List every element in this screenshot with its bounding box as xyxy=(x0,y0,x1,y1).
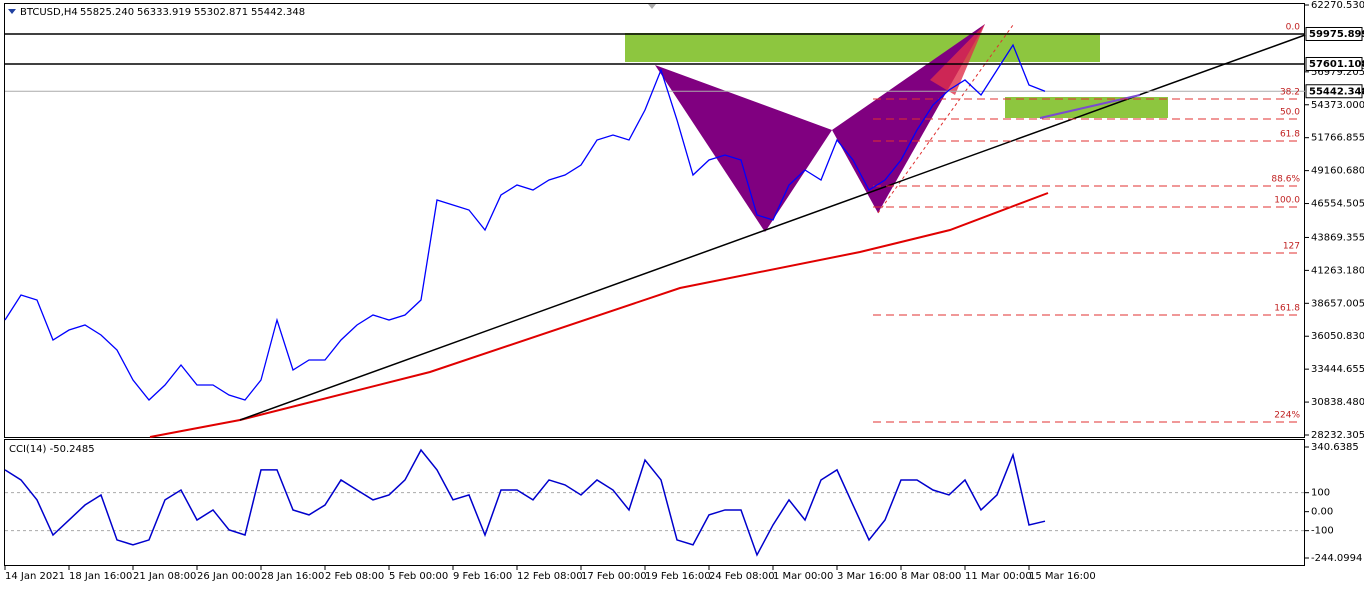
fib-label: 224% xyxy=(1274,411,1300,421)
ohlc-value: 55302.871 xyxy=(194,7,248,18)
price-tick-label: 62270.530 xyxy=(1311,0,1364,11)
cci-tick-label: 0.00 xyxy=(1311,507,1333,518)
fib-label: 100.0 xyxy=(1274,196,1300,206)
price-tick-label: 56979.205 xyxy=(1311,67,1364,78)
date-label: 1 Mar 00:00 xyxy=(773,571,833,582)
cci-tick-label: -244.0994 xyxy=(1311,553,1362,564)
ohlc-value: 55442.348 xyxy=(251,7,305,18)
date-label: 18 Jan 16:00 xyxy=(69,571,132,582)
fib-label: 61.8 xyxy=(1280,129,1300,139)
date-label: 26 Jan 00:00 xyxy=(197,571,260,582)
date-label: 15 Mar 16:00 xyxy=(1029,571,1096,582)
date-label: 2 Feb 08:00 xyxy=(325,571,384,582)
price-tick-label: 41263.180 xyxy=(1311,265,1364,276)
menu-arrow[interactable] xyxy=(8,9,16,14)
price-tick-label: 28232.305 xyxy=(1311,430,1364,441)
date-label: 9 Feb 16:00 xyxy=(453,571,512,582)
level-box xyxy=(1305,26,1363,41)
fib-label: 127 xyxy=(1283,242,1300,252)
cci-tick-label: 100 xyxy=(1311,488,1330,499)
cci-tick-label: -100 xyxy=(1311,526,1334,537)
level-label: 57601.108 xyxy=(1309,59,1364,70)
cci-label: CCI(14) -50.2485 xyxy=(9,444,95,455)
date-label: 19 Feb 16:00 xyxy=(645,571,711,582)
fib-label: 161.8 xyxy=(1274,304,1300,314)
price-tick-label: 49160.680 xyxy=(1311,166,1364,177)
fib-label: 88.6% xyxy=(1271,174,1300,184)
price-tick-label: 43869.355 xyxy=(1311,232,1364,243)
fib-label: 0.0 xyxy=(1286,22,1301,32)
level-label: 59975.899 xyxy=(1309,29,1364,40)
date-label: 28 Jan 16:00 xyxy=(261,571,324,582)
ohlc-value: 56333.919 xyxy=(137,7,191,18)
pattern-xab xyxy=(655,65,832,232)
price-tick-label: 51766.855 xyxy=(1311,133,1364,144)
price-tick-label: 36050.830 xyxy=(1311,331,1364,342)
date-label: 3 Mar 16:00 xyxy=(837,571,897,582)
date-label: 14 Jan 2021 xyxy=(5,571,65,582)
fib-label: 50.0 xyxy=(1280,108,1300,118)
price-panel xyxy=(4,3,1305,438)
date-label: 12 Feb 08:00 xyxy=(517,571,583,582)
price-tick-label: 38657.005 xyxy=(1311,298,1364,309)
price-line xyxy=(4,43,1046,401)
level-box xyxy=(1305,56,1363,71)
date-label: 11 Mar 00:00 xyxy=(965,571,1032,582)
date-label: 17 Feb 00:00 xyxy=(581,571,647,582)
fib-label: 38.2 xyxy=(1280,88,1300,98)
zone-top xyxy=(625,33,1100,62)
price-tick-label: 30838.480 xyxy=(1311,397,1364,408)
date-label: 21 Jan 08:00 xyxy=(133,571,196,582)
ohlc-value: 55825.240 xyxy=(80,7,134,18)
scroll-marker xyxy=(648,4,656,9)
pattern-tip xyxy=(930,24,985,95)
level-label: 55442.348 xyxy=(1309,86,1364,97)
symbol: BTCUSD,H4 xyxy=(20,7,78,18)
date-label: 24 Feb 08:00 xyxy=(709,571,775,582)
level-box xyxy=(1305,84,1363,99)
price-tick-label: 54373.000 xyxy=(1311,100,1364,111)
date-label: 8 Mar 08:00 xyxy=(901,571,961,582)
cci-panel xyxy=(4,439,1305,566)
cci-tick-label: 340.6385 xyxy=(1311,442,1359,453)
date-label: 5 Feb 00:00 xyxy=(389,571,448,582)
price-tick-label: 46554.505 xyxy=(1311,199,1364,210)
price-tick-label: 33444.655 xyxy=(1311,364,1364,375)
cci-line xyxy=(4,448,1046,557)
